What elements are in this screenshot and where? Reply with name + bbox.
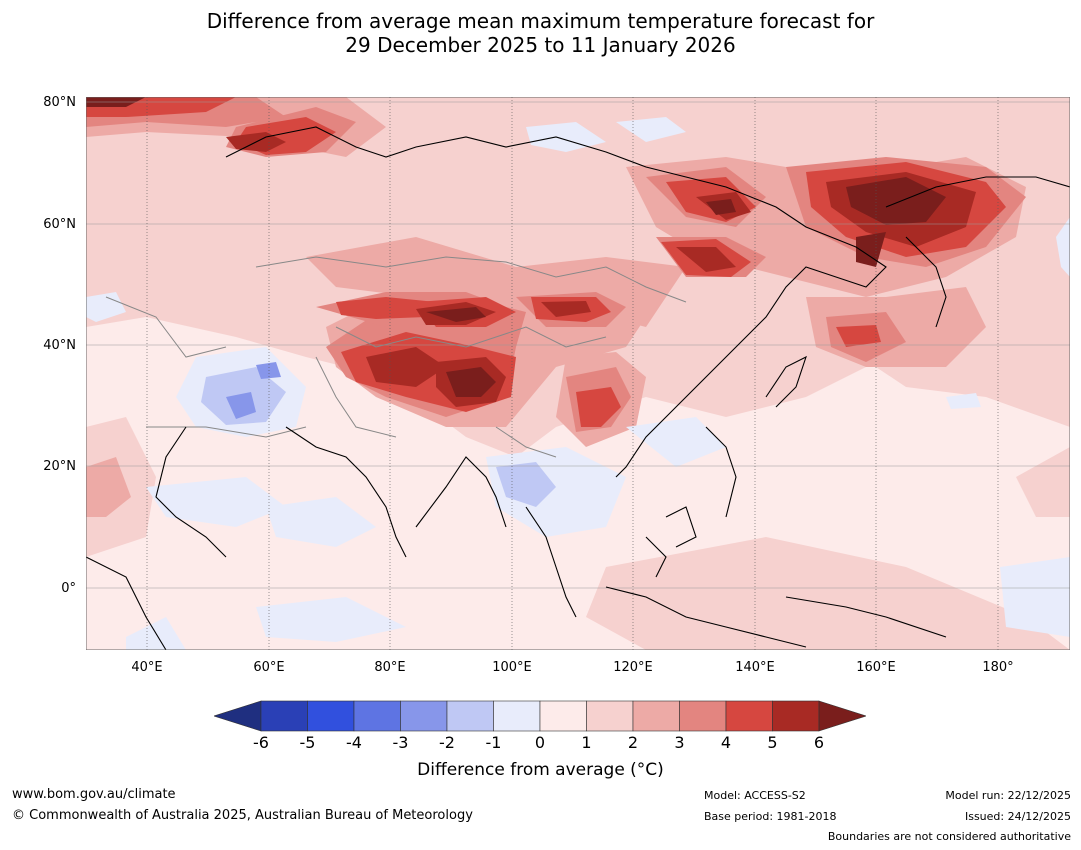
colorbar-tick-label: 4 <box>720 733 732 752</box>
colorbar-extend-low <box>214 700 262 732</box>
temperature-anomaly-map <box>86 97 1070 650</box>
copyright-notice: © Commonwealth of Australia 2025, Austra… <box>12 808 473 823</box>
colorbar-tick-label: 1 <box>581 733 592 752</box>
lon-label-100e: 100°E <box>492 660 532 675</box>
colorbar-tick-label: 3 <box>674 733 685 752</box>
lon-label-140e: 140°E <box>735 660 775 675</box>
model-run-date: Model run: 22/12/2025 <box>945 789 1071 802</box>
colorbar-segment <box>679 700 727 732</box>
colorbar-tick-label: 6 <box>813 733 825 752</box>
lon-label-60e: 60°E <box>253 660 285 675</box>
colorbar-segment <box>586 700 634 732</box>
lat-label-0: 0° <box>61 581 76 596</box>
longitude-gridlines <box>146 97 999 650</box>
colorbar-extend-high <box>818 700 866 732</box>
base-period: Base period: 1981-2018 <box>704 810 837 823</box>
colorbar-tick-label: -3 <box>392 733 409 752</box>
colorbar-segment <box>632 700 680 732</box>
colorbar-tick-label: -2 <box>439 733 455 752</box>
country-boundaries <box>105 256 687 458</box>
colorbar-segment <box>307 700 355 732</box>
colorbar-tick-label: -1 <box>485 733 502 752</box>
colorbar-label: Difference from average (°C) <box>417 760 664 780</box>
colorbar-segment <box>772 700 820 732</box>
issued-date: Issued: 24/12/2025 <box>964 810 1071 823</box>
colorbar-tick-label: 2 <box>627 733 639 752</box>
colorbar-tick-label: -4 <box>346 733 362 752</box>
map-title-line-2: 29 December 2025 to 11 January 2026 <box>345 33 736 57</box>
colorbar-segment <box>260 700 308 732</box>
lat-label-60n: 60°N <box>43 217 76 232</box>
colorbar-segment <box>725 700 773 732</box>
lon-label-180: 180° <box>982 660 1014 675</box>
model-name: Model: ACCESS-S2 <box>704 789 806 802</box>
colorbar-segment <box>493 700 541 732</box>
anomaly-above-6-region <box>86 97 946 397</box>
colorbar-segment <box>353 700 401 732</box>
anomaly-minus-3-minus-2-region <box>226 362 281 419</box>
colorbar-tick-label: -5 <box>299 733 316 752</box>
latitude-gridlines <box>86 101 1070 589</box>
lat-label-40n: 40°N <box>43 338 76 353</box>
colorbar-segment <box>446 700 494 732</box>
lon-label-160e: 160°E <box>856 660 896 675</box>
map-title-line-1: Difference from average mean maximum tem… <box>206 9 875 33</box>
coastlines <box>86 126 1070 650</box>
colorbar-tick-label: 5 <box>767 733 778 752</box>
colorbar-tick-label: 0 <box>534 733 546 752</box>
lon-label-40e: 40°E <box>131 660 163 675</box>
colorbar-segment <box>400 700 448 732</box>
colorbar <box>214 700 866 732</box>
boundaries-disclaimer: Boundaries are not considered authoritat… <box>827 830 1071 843</box>
lon-label-80e: 80°E <box>374 660 406 675</box>
lat-label-80n: 80°N <box>43 95 76 110</box>
colorbar-segment <box>539 700 587 732</box>
website-link[interactable]: www.bom.gov.au/climate <box>12 787 176 802</box>
lon-label-120e: 120°E <box>613 660 653 675</box>
lat-label-20n: 20°N <box>43 459 76 474</box>
colorbar-tick-label: -6 <box>253 733 269 752</box>
